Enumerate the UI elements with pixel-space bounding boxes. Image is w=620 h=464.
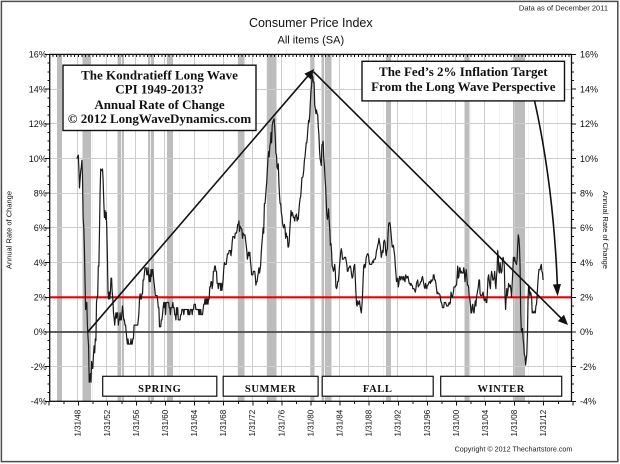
svg-text:12%: 12% [580,119,598,129]
svg-text:16%: 16% [580,50,598,60]
svg-text:SUMMER: SUMMER [245,384,296,395]
svg-text:0%: 0% [34,327,47,337]
svg-text:1/31/56: 1/31/56 [132,409,141,436]
svg-text:-2%: -2% [580,362,596,372]
svg-text:14%: 14% [580,84,598,94]
svg-text:12%: 12% [29,119,47,129]
svg-text:-2%: -2% [31,362,47,372]
svg-text:1/31/48: 1/31/48 [74,409,83,436]
svg-text:1/31/60: 1/31/60 [161,409,170,436]
svg-text:The Fed’s 2% Inflation Target: The Fed’s 2% Inflation Target [379,64,548,79]
svg-text:-4%: -4% [31,397,47,407]
svg-text:FALL: FALL [363,384,393,395]
svg-text:1/31/04: 1/31/04 [481,409,490,436]
svg-text:© 2012 LongWaveDynamics.com: © 2012 LongWaveDynamics.com [68,111,252,126]
svg-text:1/31/92: 1/31/92 [394,409,403,436]
svg-text:-4%: -4% [580,397,596,407]
svg-text:1/31/84: 1/31/84 [336,409,345,436]
svg-text:1/31/80: 1/31/80 [306,409,315,436]
svg-text:1/31/96: 1/31/96 [423,409,432,436]
svg-text:1/31/52: 1/31/52 [103,409,112,436]
svg-text:4%: 4% [580,258,593,268]
svg-text:2%: 2% [34,293,47,303]
svg-text:Annual Rate of Change: Annual Rate of Change [601,191,610,269]
svg-text:14%: 14% [29,84,47,94]
svg-text:0%: 0% [580,327,593,337]
svg-text:1/31/08: 1/31/08 [510,409,519,436]
svg-text:SPRING: SPRING [138,384,181,395]
svg-text:From the Long Wave Perspective: From the Long Wave Perspective [371,79,556,94]
svg-text:The Kondratieff Long Wave: The Kondratieff Long Wave [81,67,238,82]
svg-text:Data as of December 2011: Data as of December 2011 [519,3,608,12]
svg-text:WINTER: WINTER [478,384,525,395]
svg-text:10%: 10% [580,154,598,164]
svg-text:1/31/68: 1/31/68 [219,409,228,436]
svg-text:16%: 16% [29,50,47,60]
svg-text:1/31/72: 1/31/72 [248,409,257,436]
svg-text:2%: 2% [580,293,593,303]
svg-text:6%: 6% [34,223,47,233]
svg-text:Consumer Price Index: Consumer Price Index [249,16,373,30]
svg-text:8%: 8% [580,188,593,198]
svg-text:Copyright © 2012 Thechartstore: Copyright © 2012 Thechartstore.com [455,445,573,454]
svg-text:1/31/76: 1/31/76 [277,409,286,436]
svg-text:10%: 10% [29,154,47,164]
svg-text:1/31/12: 1/31/12 [539,409,548,436]
svg-text:8%: 8% [34,188,47,198]
svg-text:4%: 4% [34,258,47,268]
svg-text:All items (SA): All items (SA) [277,35,344,47]
svg-text:Annual Rate of Change: Annual Rate of Change [94,97,225,112]
svg-text:Annual Rate of Change: Annual Rate of Change [5,191,14,269]
svg-text:6%: 6% [580,223,593,233]
svg-text:CPI 1949-2013?: CPI 1949-2013? [115,82,203,97]
svg-text:1/31/88: 1/31/88 [365,409,374,436]
svg-text:1/31/64: 1/31/64 [190,409,199,436]
svg-text:1/31/00: 1/31/00 [452,409,461,436]
